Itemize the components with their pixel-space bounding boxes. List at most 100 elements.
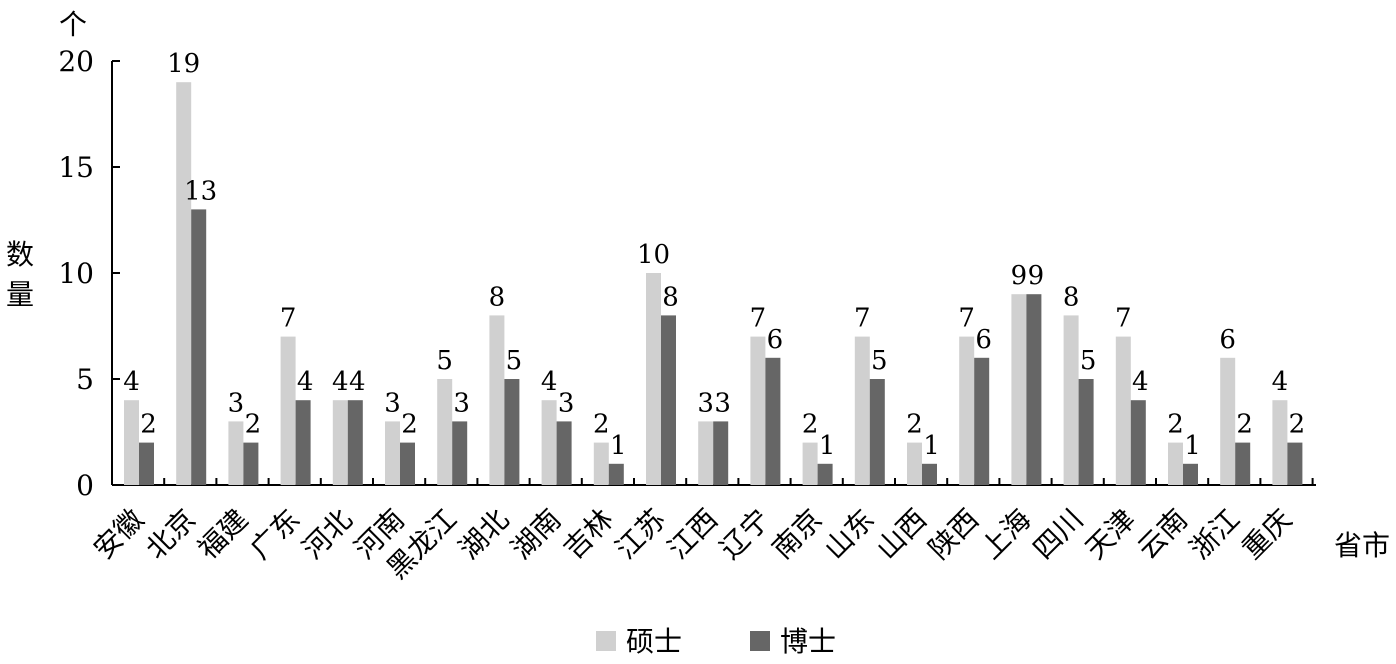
x-axis-title: 省市 <box>1334 529 1390 562</box>
x-tick-label: 江西 <box>661 503 724 566</box>
x-tick-label: 湖南 <box>505 503 568 566</box>
bar-doctor <box>922 463 937 485</box>
bar-doctor <box>504 379 520 485</box>
data-label-doctor: 8 <box>662 282 679 312</box>
x-tick-label: 江苏 <box>609 503 672 566</box>
bar-doctor <box>1287 442 1303 485</box>
bar-doctor <box>1130 400 1146 485</box>
bar-master <box>1168 442 1183 485</box>
x-tick-label: 北京 <box>139 503 202 566</box>
bar-doctor <box>1235 442 1251 485</box>
data-label-doctor: 5 <box>1080 346 1097 376</box>
data-label-doctor: 4 <box>297 367 314 397</box>
data-label-doctor: 5 <box>871 346 888 376</box>
x-tick-label: 湖北 <box>452 503 515 566</box>
x-tick-label: 吉林 <box>557 503 620 566</box>
y-unit-label: 个 <box>59 8 87 41</box>
y-tick-label: 10 <box>58 257 94 290</box>
data-label-master: 9 <box>1011 261 1028 291</box>
bar-master <box>176 82 192 485</box>
data-label-doctor: 9 <box>1028 261 1045 291</box>
data-label-master: 2 <box>906 410 923 440</box>
bar-doctor <box>1078 379 1094 485</box>
data-label-master: 7 <box>280 304 297 334</box>
bar-doctor <box>608 463 624 485</box>
data-label-doctor: 4 <box>349 367 366 397</box>
x-tick-label: 浙江 <box>1183 503 1246 566</box>
bar-master <box>280 336 296 485</box>
x-tick-label: 云南 <box>1131 503 1194 566</box>
data-label-master: 7 <box>958 304 975 334</box>
data-label-master: 3 <box>384 388 401 418</box>
bar-doctor <box>765 357 781 485</box>
bar-master <box>593 442 609 485</box>
bar-doctor <box>1183 463 1198 485</box>
data-label-master: 8 <box>489 282 506 312</box>
bar-doctor <box>974 357 990 485</box>
bar-master <box>802 442 818 485</box>
bar-master <box>750 336 766 485</box>
data-label-master: 19 <box>167 49 200 79</box>
bar-doctor <box>713 421 729 485</box>
bar-master <box>1063 315 1079 485</box>
bar-master <box>1220 357 1236 485</box>
bar-master <box>541 400 557 485</box>
bars-group <box>124 82 1303 485</box>
data-label-master: 6 <box>1219 325 1236 355</box>
x-tick-label: 山东 <box>818 503 881 566</box>
bar-doctor <box>817 463 833 485</box>
x-tick-label: 重庆 <box>1235 503 1298 566</box>
bar-master <box>228 421 244 485</box>
bar-master <box>385 421 400 485</box>
x-tick-label: 上海 <box>974 503 1037 566</box>
x-tick-labels-group: 安徽北京福建广东河北河南黑龙江湖北湖南吉林江苏江西辽宁南京山东山西陕西上海四川天… <box>87 478 1314 585</box>
bar-doctor <box>869 379 885 485</box>
data-label-doctor: 4 <box>1132 367 1149 397</box>
bar-master <box>124 400 139 485</box>
data-label-master: 4 <box>541 367 558 397</box>
data-label-master: 3 <box>697 388 714 418</box>
y-tick-label: 15 <box>58 151 94 184</box>
bar-master <box>959 336 975 485</box>
bar-master <box>1272 400 1288 485</box>
data-label-master: 2 <box>593 410 610 440</box>
data-label-master: 7 <box>1115 304 1132 334</box>
data-label-master: 7 <box>750 304 767 334</box>
bar-doctor <box>556 421 572 485</box>
bar-master <box>437 379 453 485</box>
x-tick-label: 广东 <box>244 503 307 566</box>
bar-master <box>489 315 505 485</box>
bar-master <box>907 442 922 485</box>
data-label-master: 3 <box>228 388 245 418</box>
data-label-doctor: 2 <box>245 410 262 440</box>
bar-doctor <box>1026 294 1042 485</box>
bar-master <box>332 400 348 485</box>
y-axis-title: 数量 <box>6 238 34 311</box>
data-label-doctor: 3 <box>714 388 731 418</box>
data-label-doctor: 1 <box>1184 431 1201 461</box>
x-tick-label: 河北 <box>296 503 359 566</box>
x-tick-label: 辽宁 <box>713 503 776 566</box>
data-label-master: 8 <box>1063 282 1080 312</box>
x-tick-label: 福建 <box>191 503 254 566</box>
data-label-doctor: 2 <box>140 410 157 440</box>
data-label-doctor: 1 <box>610 431 627 461</box>
data-label-doctor: 2 <box>1289 410 1306 440</box>
x-tick-label: 陕西 <box>922 503 985 566</box>
x-tick-label: 四川 <box>1027 503 1090 566</box>
data-label-doctor: 2 <box>401 410 418 440</box>
data-label-doctor: 13 <box>184 176 217 206</box>
x-tick-label: 南京 <box>766 503 829 566</box>
y-tick-label: 0 <box>76 469 94 502</box>
data-label-master: 5 <box>436 346 453 376</box>
bar-master <box>1011 294 1027 485</box>
data-label-master: 7 <box>854 304 871 334</box>
data-label-master: 4 <box>1272 367 1289 397</box>
data-label-doctor: 6 <box>767 325 784 355</box>
bar-master <box>1115 336 1131 485</box>
data-label-doctor: 6 <box>975 325 992 355</box>
bar-doctor <box>400 442 415 485</box>
